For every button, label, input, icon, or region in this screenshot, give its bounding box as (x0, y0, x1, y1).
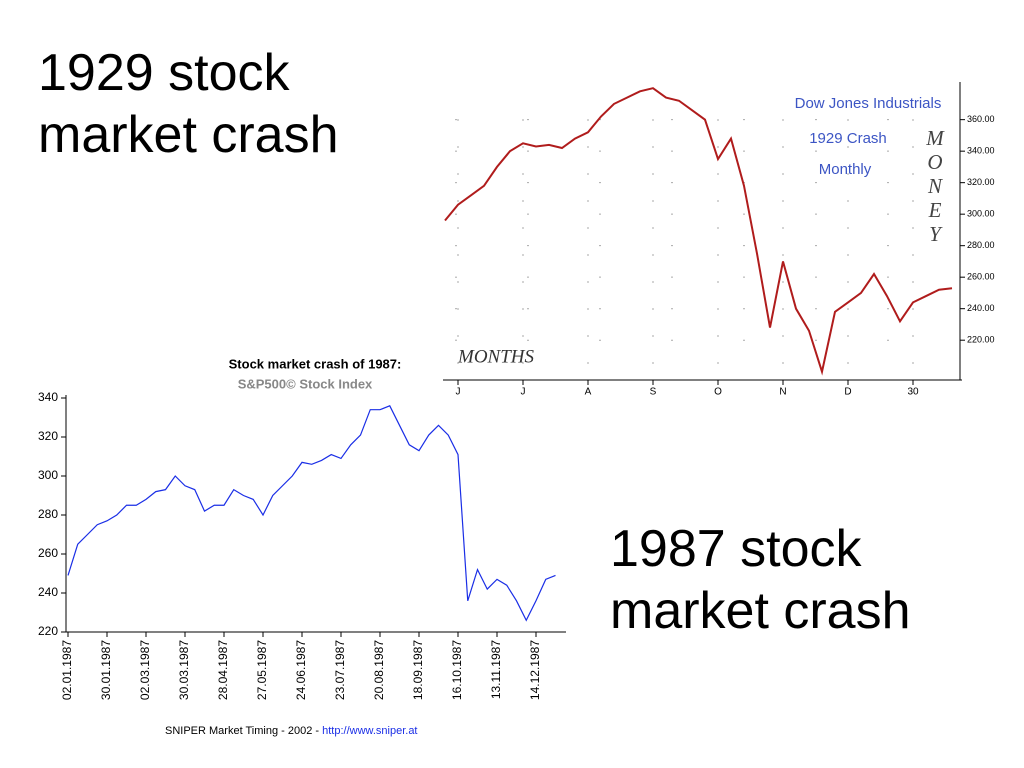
y-tick-label: 280.00 (967, 240, 995, 250)
x-tick-label: O (714, 387, 722, 398)
x-tick-label: 18.09.1987 (411, 640, 425, 700)
x-tick-label: 30.03.1987 (177, 640, 191, 700)
chart-title: Dow Jones Industrials (795, 95, 942, 112)
x-tick-label: 28.04.1987 (216, 640, 230, 700)
data-line (444, 87, 953, 376)
heading: 1929 stock market crash (38, 44, 339, 164)
y-tick-label: 240 (38, 585, 58, 599)
x-axis-label: MONTHS (457, 346, 535, 367)
y-tick-label: 300 (38, 468, 58, 482)
chart-title: Stock market crash of 1987: (229, 356, 402, 371)
x-tick-label: N (779, 387, 786, 398)
y-tick-label: 240.00 (967, 303, 995, 313)
x-tick-label: S (650, 387, 657, 398)
y-tick-label: 220 (38, 624, 58, 638)
chart-footer: SNIPER Market Timing - 2002 - http://www… (165, 725, 418, 737)
x-tick-label: 24.06.1987 (294, 640, 308, 700)
footer-text: SNIPER Market Timing - 2002 - (165, 725, 322, 737)
chart-subtitle: 1929 Crash (809, 130, 887, 147)
chart-note: Monthly (819, 161, 872, 178)
y-tick-label: 340 (38, 390, 58, 404)
chart-subtitle: S&P500© Stock Index (238, 376, 373, 391)
y-tick-label: 280 (38, 507, 58, 521)
x-tick-label: 16.10.1987 (450, 640, 464, 700)
x-tick-label: 14.12.1987 (528, 640, 542, 700)
x-tick-label: A (585, 387, 592, 398)
chart-1929-bg (443, 85, 965, 380)
x-tick-label: 23.07.1987 (333, 640, 347, 700)
data-line (67, 405, 556, 622)
y-tick-label: 340.00 (967, 146, 995, 156)
y-tick-label: 260 (38, 546, 58, 560)
x-tick-label: 20.08.1987 (372, 640, 386, 700)
x-tick-label: D (844, 387, 851, 398)
y-tick-label: 320.00 (967, 177, 995, 187)
y-tick-label: 320 (38, 429, 58, 443)
x-tick-label: 02.01.1987 (60, 640, 74, 700)
y-tick-label: 360.00 (967, 114, 995, 124)
y-tick-label: 220.00 (967, 335, 995, 345)
x-tick-label: J (456, 387, 461, 398)
x-tick-label: 30 (907, 387, 919, 398)
x-tick-label: 13.11.1987 (489, 640, 503, 699)
source-link[interactable]: http://www.sniper.at (322, 725, 417, 737)
heading: 1987 stock market crash (610, 520, 911, 640)
y-axis-label: MONEY (923, 126, 947, 246)
y-tick-label: 260.00 (967, 272, 995, 282)
x-tick-label: 27.05.1987 (255, 640, 269, 700)
x-tick-label: 30.01.1987 (99, 640, 113, 700)
x-tick-label: J (521, 387, 526, 398)
x-tick-label: 02.03.1987 (138, 640, 152, 700)
y-tick-label: 300.00 (967, 209, 995, 219)
